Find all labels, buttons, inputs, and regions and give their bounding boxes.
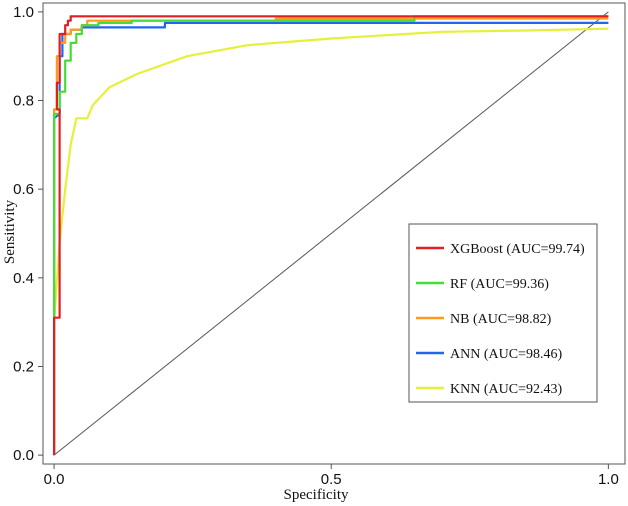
plot-frame — [42, 2, 626, 465]
legend-label-nb: NB (AUC=98.82) — [450, 312, 552, 327]
legend-box — [408, 223, 598, 403]
y-axis-label: Sensitivity — [2, 199, 18, 264]
chance-diagonal-line — [53, 11, 609, 456]
x-axis-label: Specificity — [284, 487, 349, 503]
legend-label-ann: ANN (AUC=98.46) — [450, 347, 562, 362]
y-tick-label: 1.0 — [13, 4, 34, 21]
x-tick-label: 0.5 — [321, 471, 342, 488]
roc-curve-rf — [52, 15, 609, 456]
y-tick-label: 0.0 — [13, 447, 34, 464]
y-tick-label: 0.8 — [13, 93, 34, 110]
legend-label-rf: RF (AUC=99.36) — [450, 277, 549, 292]
legend-label-knn: KNN (AUC=92.43) — [450, 382, 562, 397]
y-tick-label: 0.6 — [13, 181, 34, 198]
x-tick-label: 1.0 — [598, 471, 619, 488]
y-tick-label: 0.2 — [13, 358, 34, 375]
legend: XGBoost (AUC=99.74) RF (AUC=99.36) NB (AUC… — [408, 223, 598, 403]
legend-label-xgboost: XGBoost (AUC=99.74) — [450, 242, 585, 257]
y-tick-label: 0.4 — [13, 270, 34, 287]
x-tick-label: 0.0 — [44, 471, 65, 488]
roc-curve-knn — [52, 27, 609, 456]
roc-curve-xgboost — [52, 15, 609, 456]
